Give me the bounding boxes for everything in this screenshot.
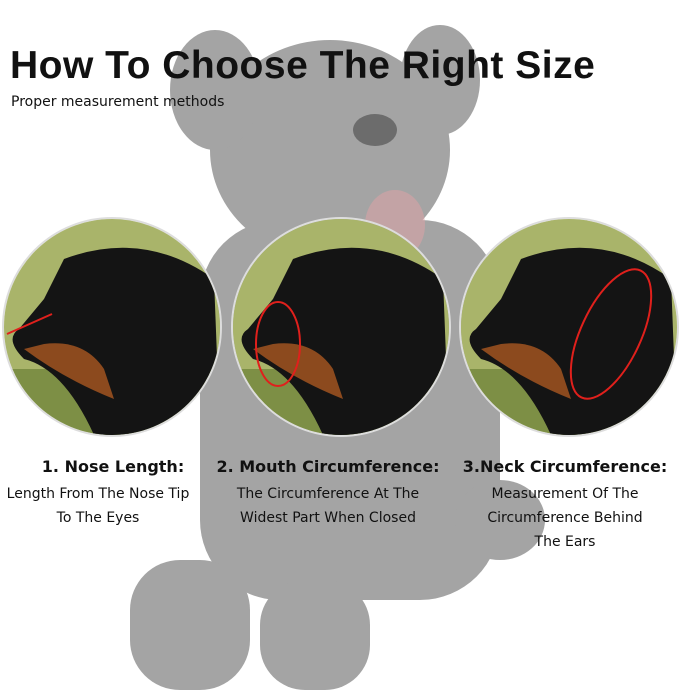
step-description: Measurement Of The Circumference Behind … [487,486,643,550]
step-description: The Circumference At The Widest Part Whe… [236,486,420,526]
step-mouth-circumference: 2. Mouth Circumference: The Circumferenc… [215,457,441,530]
step-heading: 1. Nose Length: [41,457,185,476]
page-subtitle: Proper measurement methods [11,94,225,110]
step-heading: 2. Mouth Circumference: [216,457,440,476]
page-title: How To Choose The Right Size [10,44,596,87]
step-nose-length: 1. Nose Length: Length From The Nose Tip… [0,457,226,530]
mouth-circumference-image [231,217,451,437]
neck-circumference-image [459,217,679,437]
step-neck-circumference: 3.Neck Circumference: Measurement Of The… [452,457,678,554]
step-description: Length From The Nose Tip To The Eyes [6,486,190,526]
nose-length-image [2,217,222,437]
step-heading: 3.Neck Circumference: [462,457,668,476]
